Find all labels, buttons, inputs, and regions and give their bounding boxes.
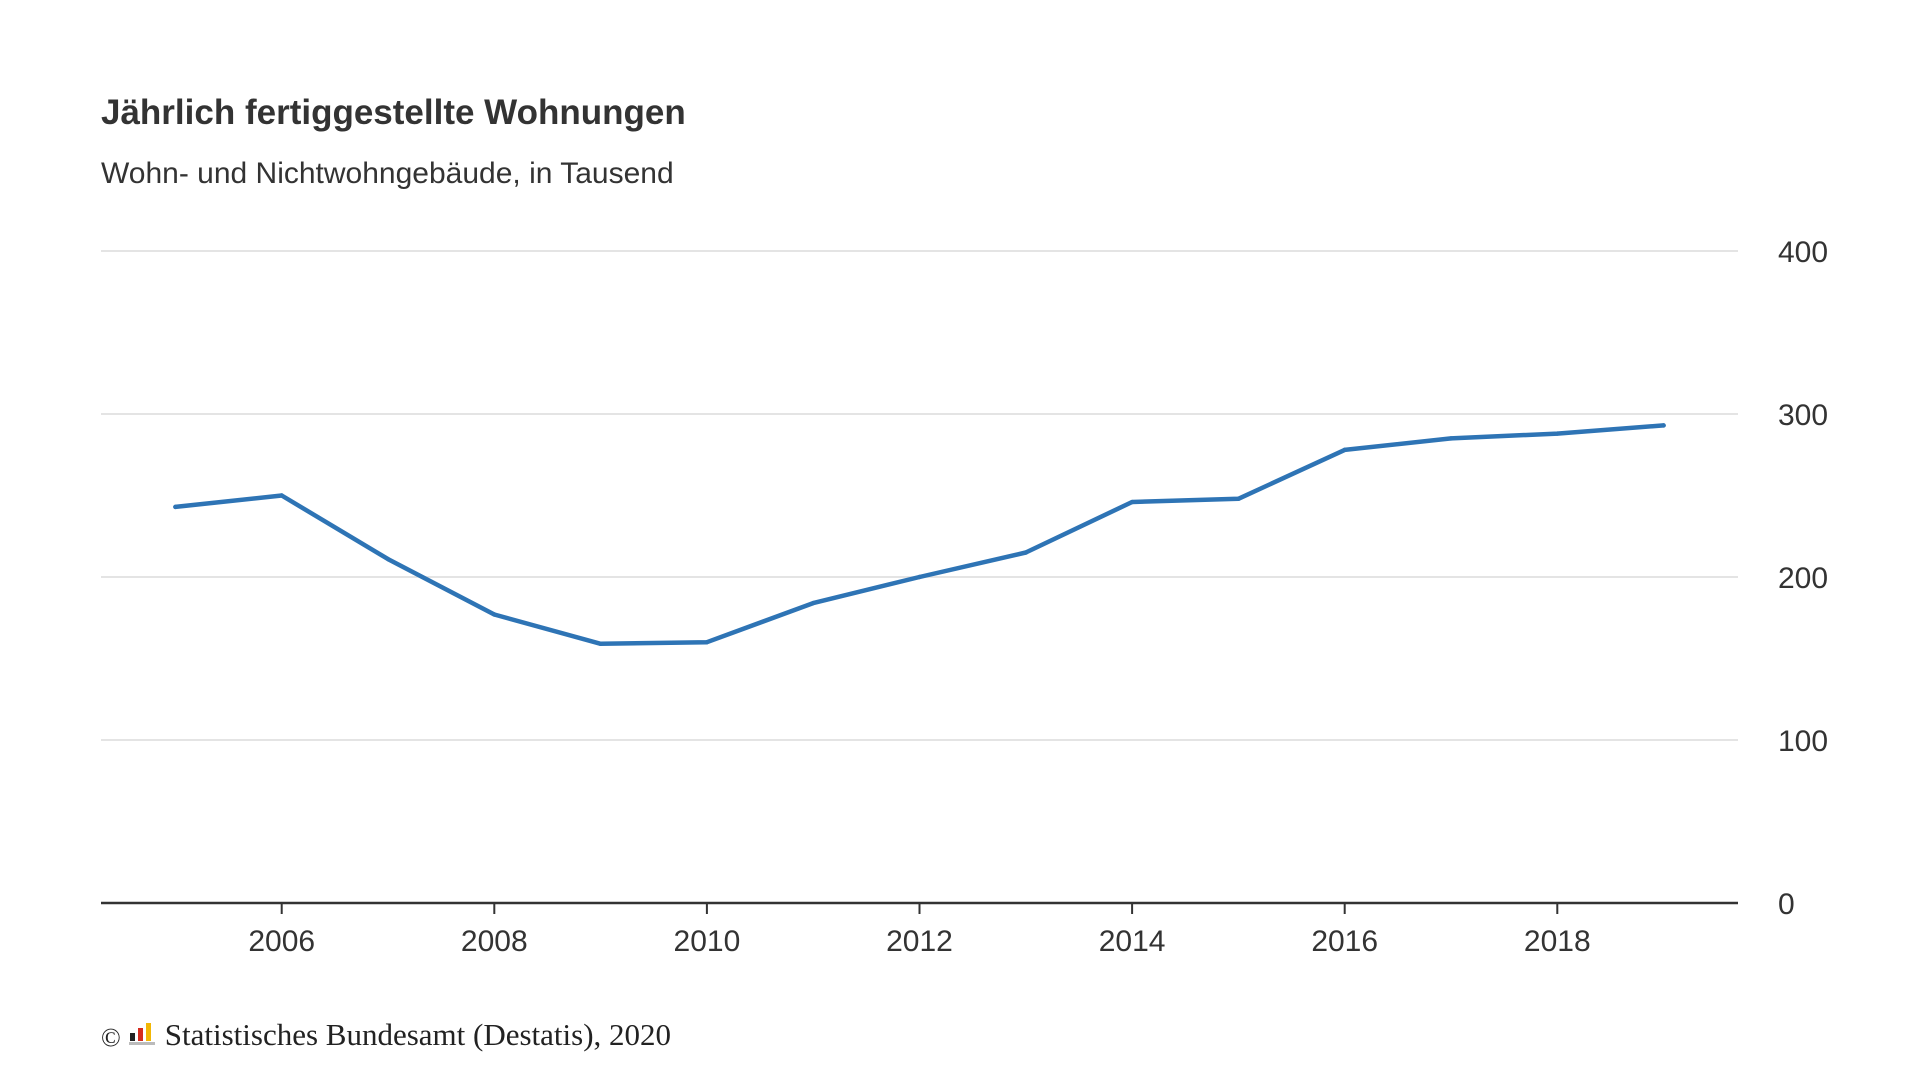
data-point — [1342, 447, 1347, 453]
chart-title: Jährlich fertiggestellte Wohnungen — [101, 93, 686, 132]
y-tick-label: 200 — [1778, 562, 1828, 595]
data-point — [598, 641, 603, 647]
x-tick-label: 2016 — [1311, 925, 1378, 958]
x-tick-label: 2014 — [1099, 925, 1166, 958]
y-axis: 0 100 200 300 400 — [1778, 236, 1828, 921]
copyright-symbol: © — [101, 1023, 121, 1052]
data-point — [1661, 423, 1666, 428]
y-tick-label: 0 — [1778, 888, 1795, 921]
x-tick-label: 2006 — [248, 925, 315, 958]
data-point — [385, 556, 391, 562]
data-point — [173, 504, 178, 510]
chart-subtitle: Wohn- und Nichtwohngebäude, in Tausend — [101, 157, 674, 190]
data-point — [811, 600, 816, 606]
source-footer: © Statistisches Bundesamt (Destatis), 20… — [101, 1017, 671, 1053]
y-tick-label: 100 — [1778, 725, 1828, 758]
series-line-0 — [173, 423, 1666, 647]
y-tick-label: 400 — [1778, 236, 1828, 269]
x-tick-label: 2010 — [674, 925, 741, 958]
data-point — [279, 493, 284, 498]
series-lines — [173, 423, 1666, 647]
y-tick-label: 300 — [1778, 399, 1828, 432]
data-point — [1555, 431, 1560, 436]
data-point — [1023, 550, 1028, 555]
data-point — [1129, 499, 1135, 505]
source-text: Statistisches Bundesamt (Destatis), 2020 — [164, 1017, 672, 1052]
x-tick-label: 2018 — [1524, 925, 1591, 958]
destatis-logo-icon — [128, 1018, 155, 1054]
data-point — [917, 574, 922, 580]
data-point — [1448, 436, 1454, 441]
x-tick-label: 2008 — [461, 925, 528, 958]
x-axis: 2006 2008 2010 2012 2014 2016 2018 — [101, 901, 1738, 958]
data-point — [704, 640, 710, 645]
data-point — [1236, 496, 1241, 501]
gridlines — [101, 250, 1738, 741]
data-point — [492, 612, 497, 617]
x-tick-label: 2012 — [886, 925, 953, 958]
